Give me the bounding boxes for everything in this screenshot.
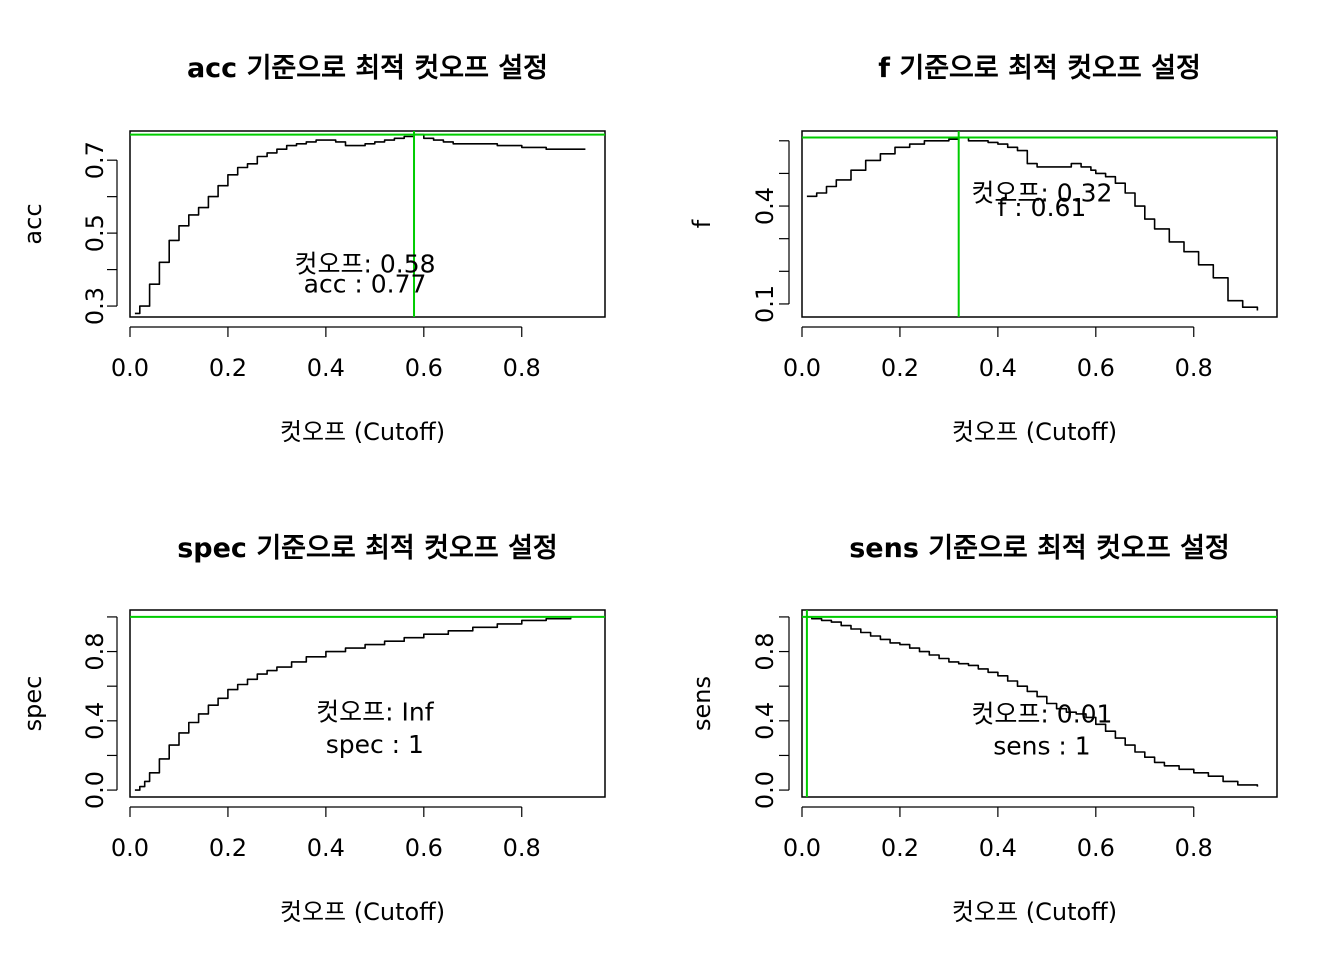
annotation-value: f : 0.61 bbox=[998, 193, 1087, 222]
chart-panel-acc: acc 기준으로 최적 컷오프 설정 0.0 0.2 0.4 0.6 0.8 컷오프 (Cu… bbox=[19, 53, 606, 446]
plot-frame bbox=[129, 609, 606, 798]
plot-frame bbox=[801, 130, 1278, 318]
series-line bbox=[806, 136, 1259, 311]
annotation-cutoff: 컷오프: Inf bbox=[316, 698, 435, 727]
x-tick-label: 0.6 bbox=[1077, 354, 1115, 382]
x-tick-label: 0.8 bbox=[1175, 834, 1213, 862]
y-tick-label: 0.0 bbox=[751, 771, 779, 809]
x-tick-label: 0.0 bbox=[111, 354, 149, 382]
y-tick-label: 0.4 bbox=[81, 702, 109, 740]
annotation-value: sens : 1 bbox=[993, 731, 1091, 760]
x-axis-title: 컷오프 (Cutoff) bbox=[280, 418, 445, 446]
annotation-cutoff: 컷오프: 0.32 bbox=[971, 178, 1112, 207]
series-line bbox=[806, 616, 1259, 787]
x-axis-title: 컷오프 (Cutoff) bbox=[280, 898, 445, 926]
chart-panel-f: f 기준으로 최적 컷오프 설정 0.0 0.2 0.4 0.6 0.8 컷오프 (Cuto… bbox=[688, 53, 1278, 446]
y-tick-label: 0.4 bbox=[751, 187, 779, 225]
y-axis-title: spec bbox=[19, 676, 47, 732]
x-tick-label: 0.2 bbox=[881, 354, 919, 382]
x-tick-label: 0.6 bbox=[405, 834, 443, 862]
x-tick-label: 0.8 bbox=[503, 834, 541, 862]
x-tick-label: 0.8 bbox=[503, 354, 541, 382]
x-tick-label: 0.0 bbox=[783, 834, 821, 862]
chart-title: acc 기준으로 최적 컷오프 설정 bbox=[187, 53, 548, 84]
annotation-value: spec : 1 bbox=[326, 730, 424, 759]
plot-frame bbox=[801, 609, 1278, 798]
chart-panel-sens: sens 기준으로 최적 컷오프 설정 0.0 0.2 0.4 0.6 0.8 컷오프 (C… bbox=[688, 533, 1278, 926]
y-tick-label: 0.8 bbox=[81, 632, 109, 670]
y-tick-label: 0.8 bbox=[751, 632, 779, 670]
series-line bbox=[134, 133, 586, 315]
chart-title: spec 기준으로 최적 컷오프 설정 bbox=[177, 533, 558, 564]
x-tick-label: 0.0 bbox=[783, 354, 821, 382]
x-tick-label: 0.4 bbox=[979, 354, 1017, 382]
x-axis-title: 컷오프 (Cutoff) bbox=[952, 418, 1117, 446]
chart-title: f 기준으로 최적 컷오프 설정 bbox=[878, 53, 1201, 84]
series-line bbox=[134, 616, 572, 791]
x-tick-label: 0.4 bbox=[979, 834, 1017, 862]
x-tick-label: 0.8 bbox=[1175, 354, 1213, 382]
x-tick-label: 0.4 bbox=[307, 834, 345, 862]
annotation-cutoff: 컷오프: 0.01 bbox=[971, 699, 1112, 728]
x-tick-label: 0.6 bbox=[1077, 834, 1115, 862]
y-axis-title: f bbox=[688, 219, 716, 228]
y-tick-label: 0.0 bbox=[81, 771, 109, 809]
y-tick-label: 0.1 bbox=[751, 285, 779, 323]
y-axis-title: sens bbox=[688, 676, 716, 731]
x-tick-label: 0.4 bbox=[307, 354, 345, 382]
y-axis-title: acc bbox=[19, 203, 47, 244]
x-tick-label: 0.6 bbox=[405, 354, 443, 382]
x-tick-label: 0.2 bbox=[209, 354, 247, 382]
plot-frame bbox=[129, 130, 606, 318]
y-tick-label: 0.5 bbox=[81, 214, 109, 252]
chart-panel-spec: spec 기준으로 최적 컷오프 설정 0.0 0.2 0.4 0.6 0.8 컷오프 (C… bbox=[19, 533, 606, 926]
annotation-value: acc : 0.77 bbox=[304, 270, 427, 299]
x-axis-title: 컷오프 (Cutoff) bbox=[952, 898, 1117, 926]
y-tick-label: 0.4 bbox=[751, 702, 779, 740]
x-tick-label: 0.2 bbox=[209, 834, 247, 862]
x-tick-label: 0.0 bbox=[111, 834, 149, 862]
x-tick-label: 0.2 bbox=[881, 834, 919, 862]
annotation-cutoff: 컷오프: 0.58 bbox=[295, 250, 436, 279]
y-tick-label: 0.3 bbox=[81, 287, 109, 325]
y-tick-label: 0.7 bbox=[81, 141, 109, 179]
chart-title: sens 기준으로 최적 컷오프 설정 bbox=[849, 533, 1230, 564]
